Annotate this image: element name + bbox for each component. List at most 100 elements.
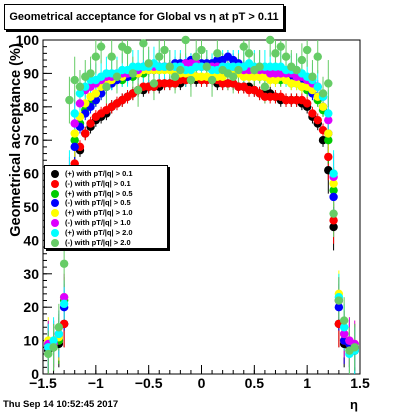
data-point: [59, 292, 69, 302]
y-axis-label: Geometrical acceptance (%): [8, 43, 24, 237]
data-point: [176, 65, 185, 75]
data-point: [329, 179, 338, 188]
data-point: [44, 349, 53, 359]
data-point: [313, 82, 322, 91]
data-point: [70, 136, 79, 145]
data-point: [70, 119, 79, 128]
data-point: [139, 39, 148, 48]
data-point: [75, 82, 85, 91]
legend-label: (-) with pT/|q| > 0.1: [65, 178, 131, 188]
data-point: [70, 75, 79, 85]
x-tick-label: −1: [88, 375, 104, 391]
y-tick-label: 20: [23, 299, 39, 315]
data-point: [329, 169, 338, 178]
x-axis-label: η: [350, 397, 358, 412]
data-point: [59, 299, 69, 309]
data-point: [75, 99, 85, 108]
data-point: [49, 343, 58, 352]
data-point: [107, 52, 116, 61]
data-point: [255, 62, 264, 71]
data-point: [313, 52, 322, 61]
data-point: [318, 102, 328, 112]
data-point: [324, 79, 333, 88]
data-point: [239, 42, 248, 51]
data-point: [192, 52, 201, 61]
data-point: [70, 109, 79, 118]
data-point: [91, 52, 101, 61]
data-point: [112, 72, 122, 81]
data-point: [170, 72, 180, 81]
y-tick-label: 30: [23, 266, 39, 282]
data-point: [123, 45, 132, 55]
data-point: [59, 259, 69, 268]
data-point: [202, 62, 211, 71]
data-point: [292, 65, 301, 75]
data-point: [133, 85, 143, 95]
data-point: [244, 49, 254, 58]
data-point: [81, 129, 90, 138]
data-point: [70, 142, 79, 152]
data-point: [329, 216, 338, 225]
data-points: [44, 35, 359, 359]
data-point: [302, 99, 312, 108]
data-point: [155, 52, 164, 61]
legend-marker: [51, 228, 59, 237]
data-point: [49, 336, 58, 345]
data-point: [329, 222, 338, 232]
x-tick-label: −1.5: [29, 375, 57, 391]
legend-marker: [51, 179, 59, 188]
legend-marker: [51, 209, 59, 218]
data-point: [213, 49, 222, 58]
data-point: [281, 52, 291, 61]
legend-label: (+) with pT/|q| > 1.0: [65, 208, 133, 218]
data-point: [329, 186, 338, 195]
x-tick-label: 0: [198, 375, 206, 391]
data-point: [96, 42, 106, 51]
y-tick-label: 50: [23, 199, 39, 215]
data-point: [128, 69, 138, 78]
legend-label: (-) with pT/|q| > 2.0: [65, 237, 131, 247]
legend-marker: [51, 170, 59, 178]
data-point: [334, 303, 344, 312]
data-point: [186, 75, 196, 85]
y-tick-label: 10: [23, 333, 39, 349]
x-tick-label: 0.5: [245, 375, 265, 391]
legend-label: (+) with pT/|q| > 0.5: [65, 188, 133, 198]
legend-marker: [51, 238, 59, 247]
data-point: [329, 192, 338, 202]
data-point: [102, 82, 111, 91]
y-tick-label: 40: [23, 232, 39, 248]
data-point: [54, 323, 64, 332]
data-point: [302, 45, 312, 55]
data-point: [339, 323, 349, 332]
data-point: [144, 59, 153, 68]
data-point: [318, 89, 328, 98]
y-tick-label: 60: [23, 166, 39, 182]
data-point: [65, 95, 74, 105]
y-tick-label: 100: [16, 32, 40, 48]
y-tick-label: 0: [31, 366, 39, 382]
data-point: [229, 72, 238, 81]
legend: (+) with pT/|q| > 0.1 (-) with pT/|q| > 0…: [44, 165, 168, 249]
data-point: [207, 75, 217, 85]
data-point: [160, 45, 169, 55]
legend-marker: [51, 199, 59, 208]
legend-marker: [51, 219, 59, 227]
data-point: [70, 129, 79, 138]
data-point: [149, 79, 159, 88]
x-tick-label: −0.5: [135, 375, 163, 391]
data-point: [271, 49, 280, 58]
y-tick-label: 80: [23, 99, 39, 115]
legend-marker: [51, 189, 59, 198]
y-tick-label: 90: [23, 65, 39, 81]
data-point: [197, 45, 206, 55]
data-point: [260, 82, 270, 91]
data-point: [324, 152, 333, 162]
data-point: [313, 115, 322, 125]
data-point: [339, 329, 349, 339]
data-point: [324, 109, 333, 118]
data-point: [181, 35, 190, 45]
x-tick-label: 1: [303, 375, 311, 391]
legend-label: (+) with pT/|q| > 0.1: [65, 169, 133, 178]
timestamp: Thu Sep 14 10:52:45 2017: [3, 399, 119, 410]
